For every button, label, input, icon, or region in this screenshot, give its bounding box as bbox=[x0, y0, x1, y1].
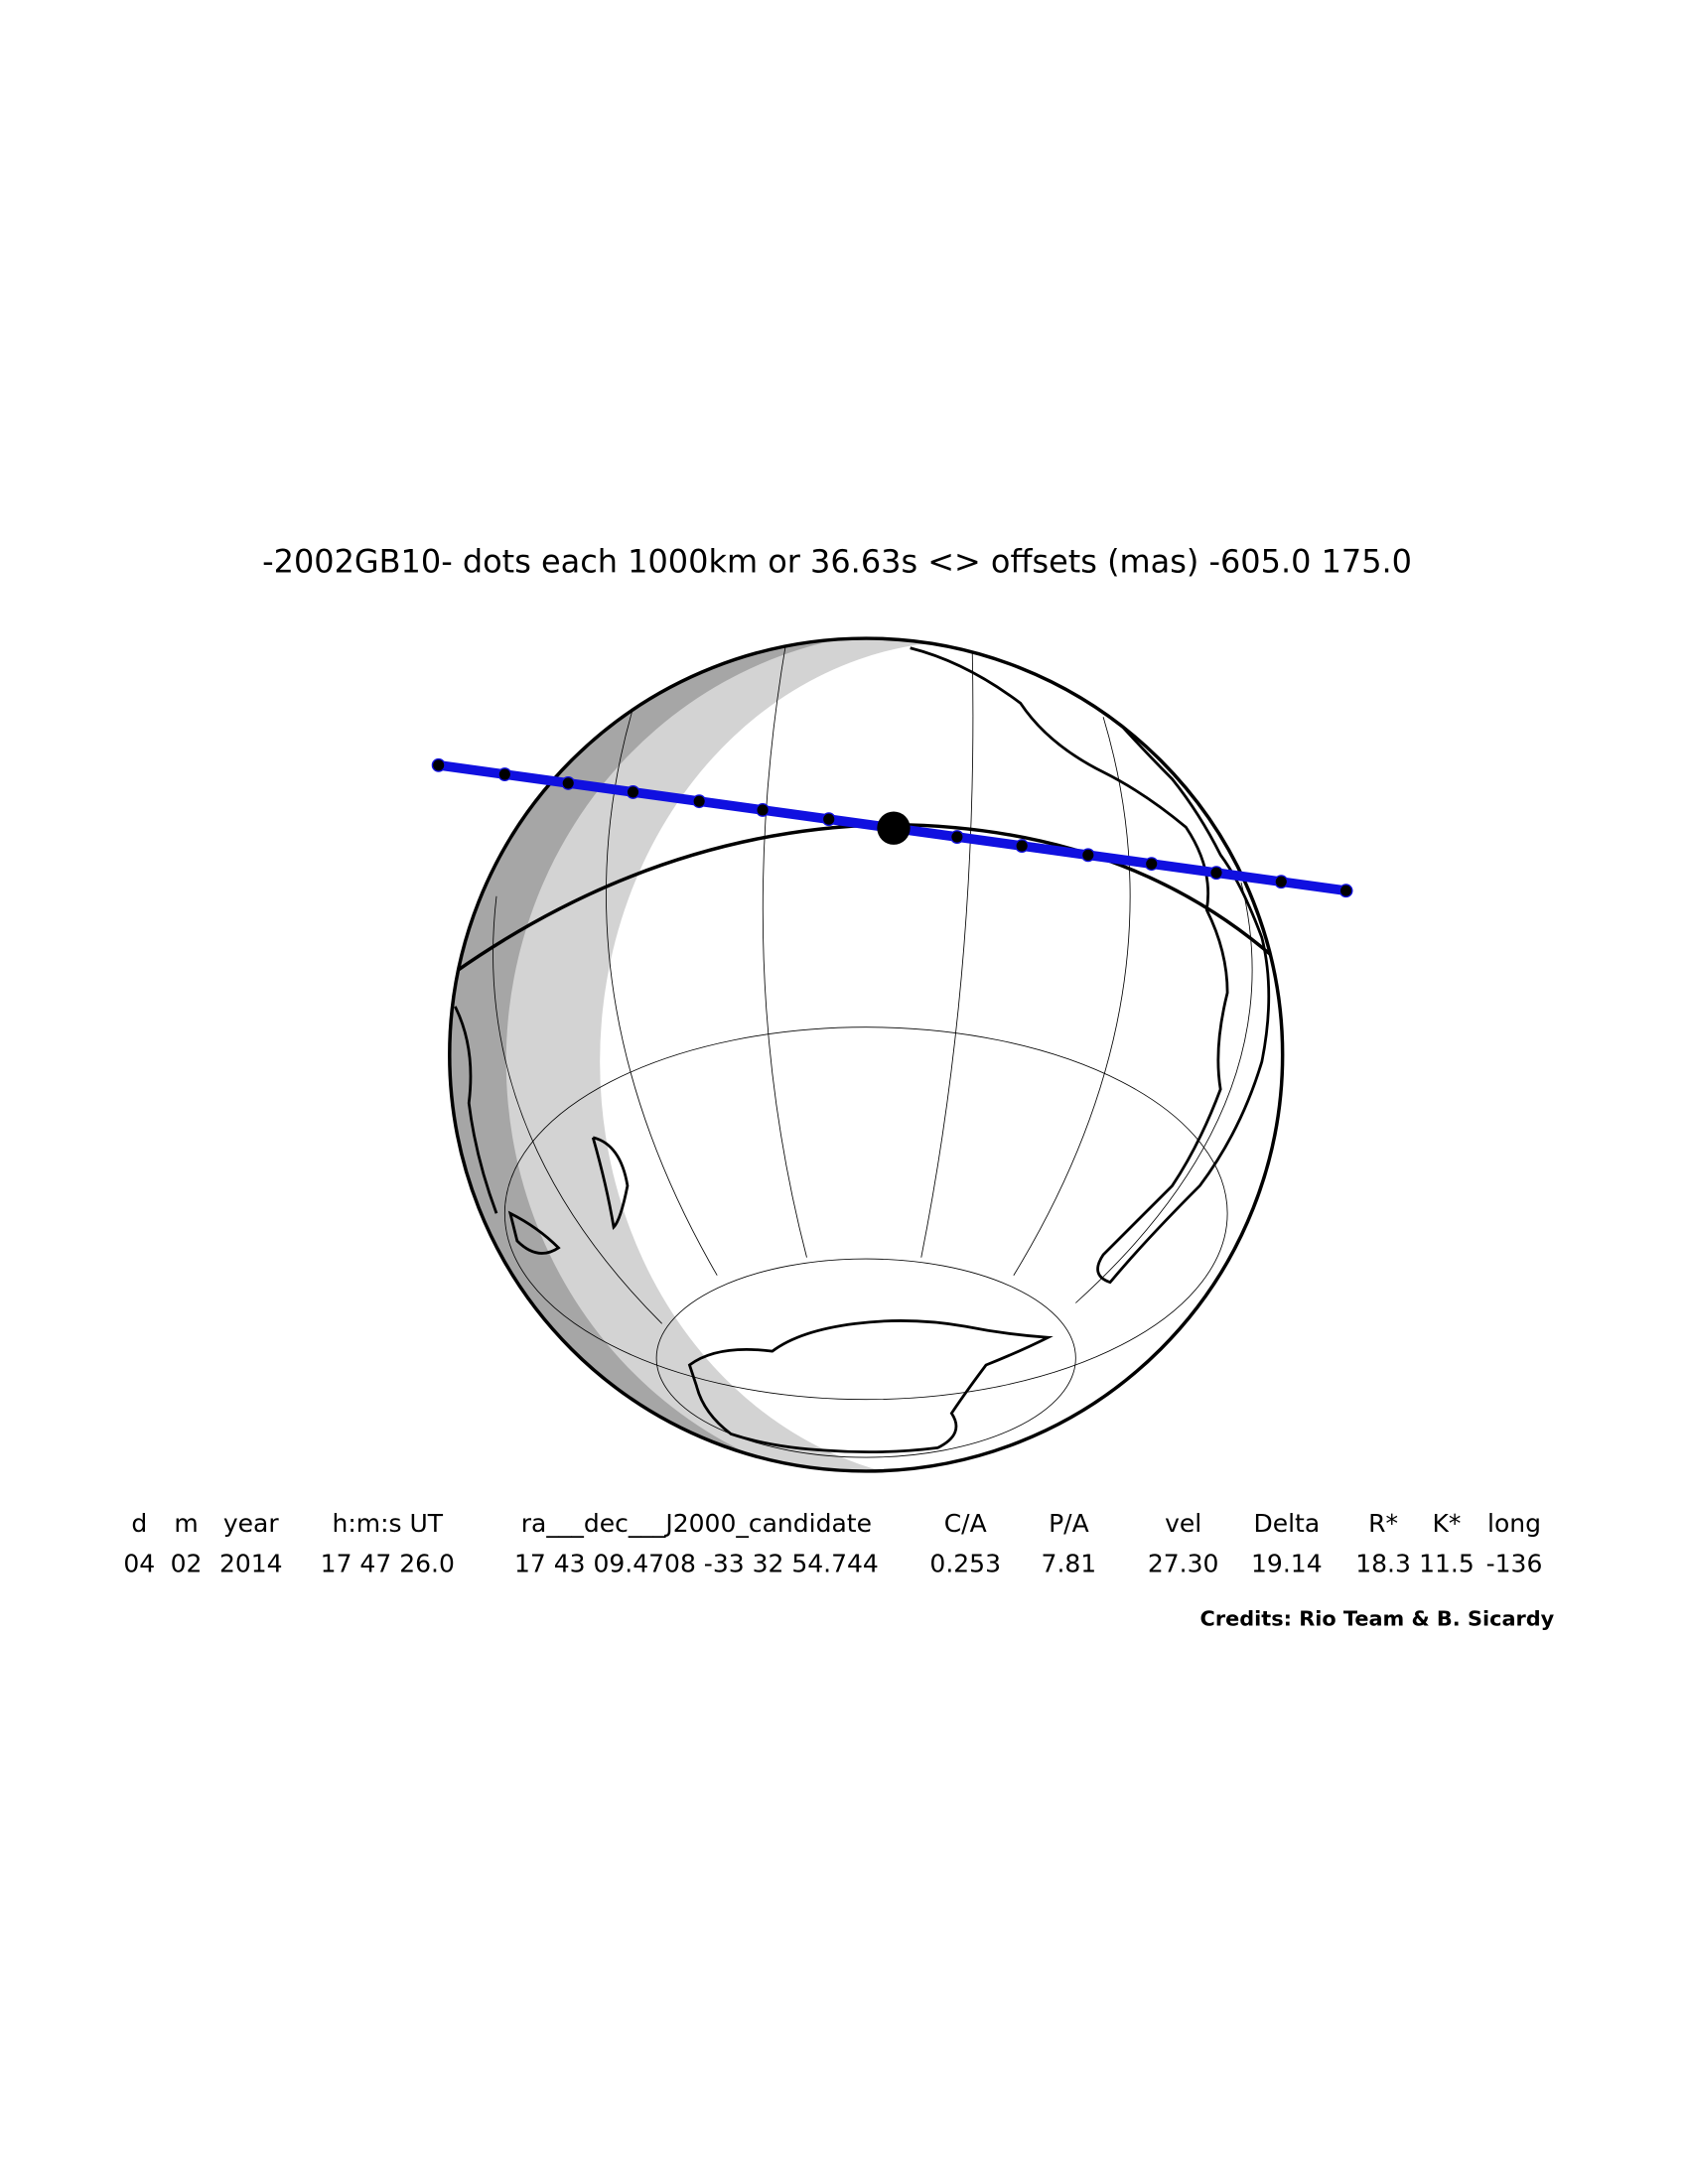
table-header-cell: ra___dec___J2000_candidate bbox=[521, 1509, 872, 1538]
closest-approach bbox=[877, 811, 911, 845]
path-dot bbox=[821, 812, 836, 827]
graticule bbox=[492, 642, 1253, 1458]
path-dot bbox=[497, 767, 512, 781]
path-dot bbox=[1144, 857, 1159, 872]
table-value-cell: 17 43 09.4708 -33 32 54.744 bbox=[514, 1549, 879, 1577]
table-header-cell: m bbox=[174, 1509, 198, 1538]
path-dot bbox=[692, 794, 707, 809]
table-header-cell: R* bbox=[1368, 1509, 1398, 1538]
table-value-cell: 18.3 bbox=[1355, 1549, 1411, 1577]
shadow-path bbox=[431, 757, 1353, 898]
globe-outline bbox=[448, 636, 1285, 1473]
path-dot bbox=[1015, 839, 1030, 854]
table-header-cell: vel bbox=[1165, 1509, 1201, 1538]
table-value-cell: 2014 bbox=[219, 1549, 283, 1577]
table-header-cell: P/A bbox=[1049, 1509, 1089, 1538]
path-dot bbox=[1338, 884, 1353, 898]
path-dot bbox=[949, 830, 964, 845]
table-header-cell: h:m:s UT bbox=[332, 1509, 443, 1538]
table-value-cell: 17 47 26.0 bbox=[321, 1549, 455, 1577]
path-dot bbox=[1080, 848, 1095, 863]
table-header-cell: long bbox=[1487, 1509, 1541, 1538]
path-dot bbox=[756, 803, 770, 817]
table-header-cell: Delta bbox=[1253, 1509, 1320, 1538]
map-title: -2002GB10- dots each 1000km or 36.63s <>… bbox=[262, 542, 1412, 580]
table-header-cell: K* bbox=[1432, 1509, 1461, 1538]
table-header-cell: d bbox=[131, 1509, 147, 1538]
table-value-cell: 19.14 bbox=[1251, 1549, 1323, 1577]
path-dots bbox=[431, 757, 1353, 898]
path-dot bbox=[431, 757, 446, 772]
path-dot bbox=[561, 775, 576, 790]
globe bbox=[449, 638, 1283, 1471]
table-value-cell: 27.30 bbox=[1148, 1549, 1219, 1577]
table-value-cell: 7.81 bbox=[1042, 1549, 1097, 1577]
table-value-cell: -136 bbox=[1486, 1549, 1543, 1577]
event-table: d m year h:m:s UT ra___dec___J2000_candidate… bbox=[123, 1509, 1542, 1577]
table-header-cell: C/A bbox=[944, 1509, 987, 1538]
table-value-cell: 11.5 bbox=[1419, 1549, 1475, 1577]
path-dot bbox=[1209, 866, 1223, 881]
table-header-cell: year bbox=[223, 1509, 279, 1538]
table-value-cell: 0.253 bbox=[929, 1549, 1001, 1577]
path-dot bbox=[1274, 875, 1289, 889]
path-dot bbox=[626, 784, 640, 799]
table-value-cell: 02 bbox=[171, 1549, 203, 1577]
coastlines bbox=[454, 640, 1271, 1454]
day-zone bbox=[600, 640, 1283, 1471]
table-value-cell: 04 bbox=[123, 1549, 155, 1577]
credits: Credits: Rio Team & B. Sicardy bbox=[1200, 1606, 1555, 1630]
